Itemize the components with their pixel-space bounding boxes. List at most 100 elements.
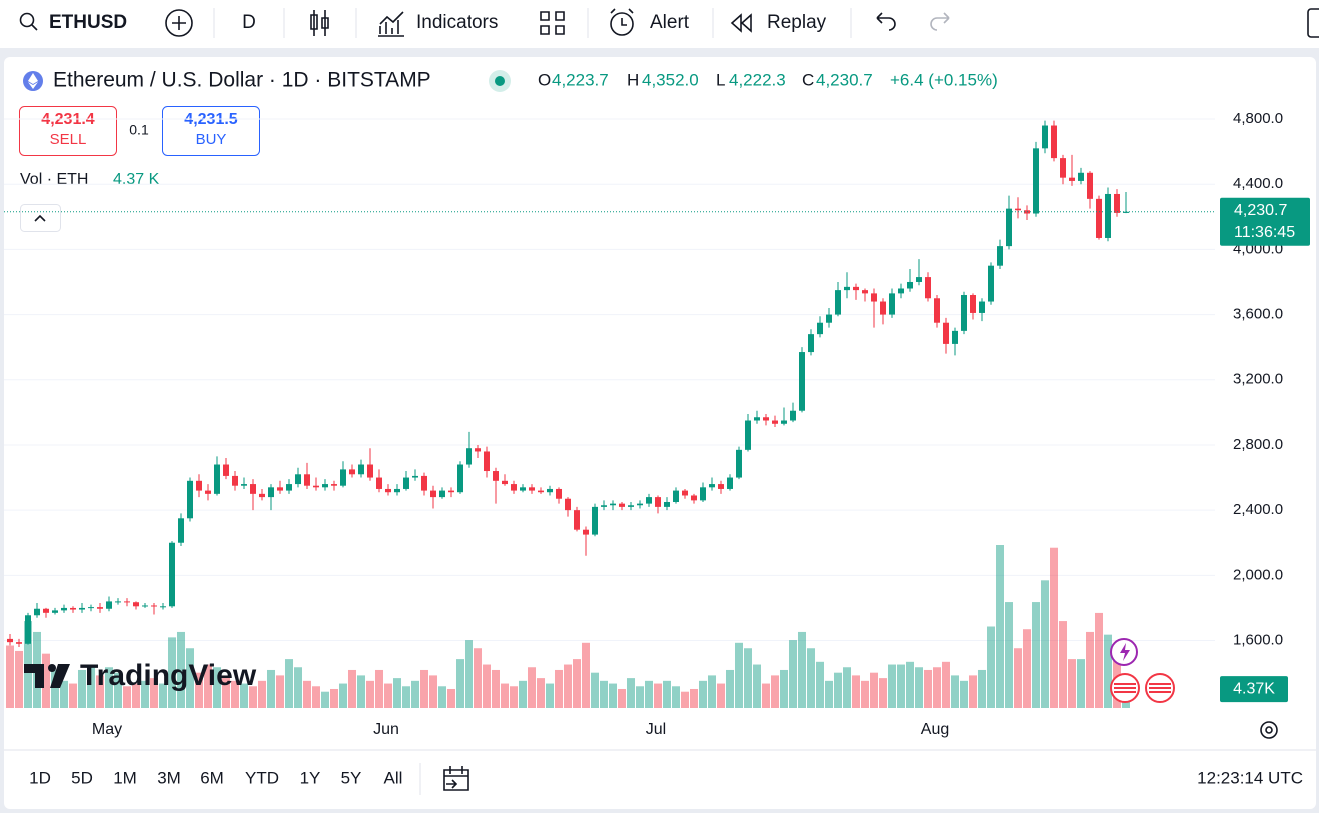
candle-body	[664, 501, 670, 507]
volume-bar	[105, 667, 113, 708]
range-button[interactable]: 1Y	[300, 768, 321, 787]
volume-bar	[177, 631, 185, 708]
alert-icon	[610, 12, 634, 36]
candle-body	[52, 610, 58, 613]
indicators-button[interactable]: Indicators	[416, 12, 498, 33]
candle-body	[889, 293, 895, 315]
undo-button[interactable]	[876, 12, 896, 31]
range-button[interactable]: YTD	[245, 768, 279, 787]
candle-body	[295, 474, 301, 485]
volume-bar	[222, 675, 230, 708]
settings-button[interactable]	[1260, 721, 1278, 739]
panel-button[interactable]	[1307, 8, 1319, 38]
candle-body	[214, 464, 220, 494]
candle-body	[826, 314, 832, 323]
volume-bar	[330, 688, 338, 708]
interval[interactable]: D	[242, 12, 256, 33]
compare-button[interactable]	[165, 9, 193, 37]
range-button[interactable]: 5Y	[341, 768, 362, 787]
volume-bar	[825, 680, 833, 708]
candle-body	[61, 607, 67, 611]
volume-bar	[303, 680, 311, 708]
volume-bar	[438, 686, 446, 708]
volume-bar	[690, 688, 698, 708]
volume-bar	[1104, 634, 1112, 708]
volume-bar	[645, 680, 653, 708]
volume-label: Vol · ETH	[20, 171, 88, 188]
logo: TradingView	[24, 659, 257, 692]
candle-body	[583, 529, 589, 535]
candle-body	[907, 281, 913, 289]
volume-bar	[447, 688, 455, 708]
y-tick-label: 2,800.0	[1233, 436, 1283, 453]
indicators-icon	[378, 11, 404, 37]
candle-body	[34, 608, 40, 616]
logo-mark-dot	[48, 664, 56, 672]
candle-body	[565, 498, 571, 511]
candle-body	[772, 420, 778, 424]
symbol[interactable]: ETHUSD	[49, 12, 127, 33]
range-button[interactable]: 3M	[157, 768, 181, 787]
range-button[interactable]: 1D	[29, 768, 51, 787]
range-button[interactable]: 5D	[71, 768, 93, 787]
volume-tag	[1220, 676, 1288, 703]
collapse-button[interactable]	[20, 204, 61, 232]
volume-bar	[951, 675, 959, 708]
candle-body	[709, 484, 715, 488]
volume-bar	[51, 669, 59, 708]
volume-bar	[366, 680, 374, 708]
candle-body	[934, 298, 940, 323]
range-button[interactable]: All	[384, 768, 403, 787]
candle-body	[250, 484, 256, 494]
ohlc-label: H	[627, 70, 639, 89]
alert-button[interactable]: Alert	[650, 12, 690, 33]
layouts-button[interactable]	[540, 11, 565, 35]
candle-body	[169, 542, 175, 607]
volume-bar	[312, 686, 320, 708]
replay-button[interactable]: Replay	[767, 12, 827, 33]
candle-body	[1123, 211, 1129, 213]
volume-bar	[627, 678, 635, 708]
range-button[interactable]: 6M	[200, 768, 224, 787]
redo-button[interactable]	[930, 12, 950, 31]
volume-bar	[159, 683, 167, 708]
symbol-search[interactable]: ETHUSD	[19, 12, 128, 33]
volume-bar	[888, 664, 896, 708]
volume-bar	[285, 659, 293, 708]
chart-type-button[interactable]	[310, 10, 329, 36]
volume-bar	[420, 669, 428, 708]
buy-button[interactable]: 4,231.5 BUY	[162, 106, 260, 156]
candle-body	[115, 601, 121, 603]
volume-bar	[618, 688, 626, 708]
search-icon	[19, 12, 35, 28]
volume-bar	[843, 667, 851, 708]
volume-bar	[483, 664, 491, 708]
candle-body	[691, 495, 697, 501]
volume-bar	[987, 626, 995, 708]
y-tick-label: 3,600.0	[1233, 306, 1283, 323]
volume-bar	[456, 659, 464, 708]
volume-bar	[231, 680, 239, 708]
y-tick-label: 1,600.0	[1233, 631, 1283, 648]
range-button[interactable]: 1M	[113, 768, 137, 787]
candle-body	[1096, 198, 1102, 238]
candle-body	[43, 608, 49, 613]
candle-body	[448, 490, 454, 493]
collapse-icon	[34, 214, 46, 222]
volume-bar	[924, 669, 932, 708]
toolbar	[0, 0, 1319, 48]
replay-icon	[730, 13, 752, 33]
sell-button[interactable]: 4,231.4 SELL	[19, 106, 117, 156]
volume-bar	[294, 667, 302, 708]
volume-bar	[1059, 621, 1067, 708]
candle-body	[160, 606, 166, 608]
go-to-date-button[interactable]	[443, 766, 469, 791]
candle-body	[79, 607, 85, 610]
candle-body	[223, 464, 229, 476]
candle-body	[511, 484, 517, 491]
volume-bar	[609, 683, 617, 708]
volume-bar	[753, 664, 761, 708]
